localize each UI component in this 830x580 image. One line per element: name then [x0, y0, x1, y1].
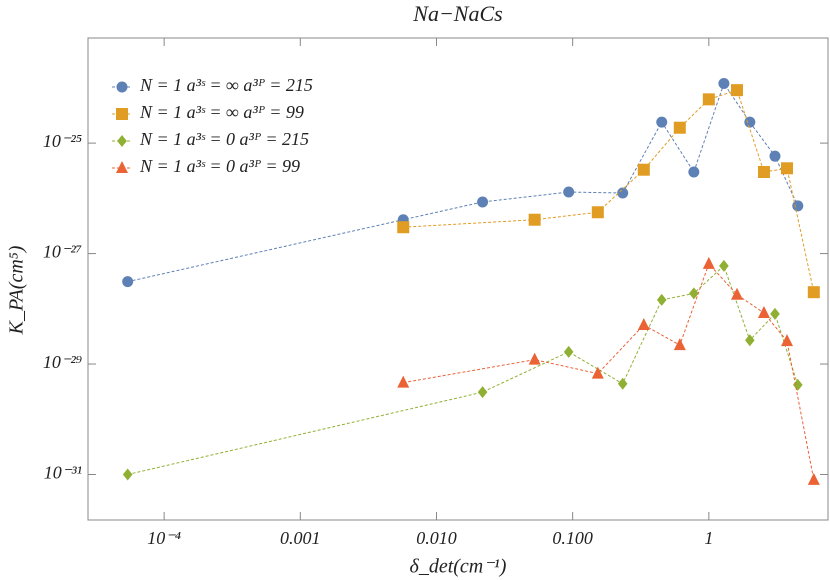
- x-tick-label: 0.001: [280, 528, 321, 548]
- marker: [617, 187, 629, 199]
- y-tick-label: 10⁻²⁹: [43, 352, 82, 372]
- marker: [591, 206, 604, 219]
- marker: [807, 286, 820, 299]
- marker: [122, 276, 134, 288]
- x-tick-label: 10⁻⁴: [147, 528, 181, 548]
- marker: [528, 213, 541, 226]
- legend-box: [104, 70, 372, 182]
- y-axis-label: K_PA(cm⁵): [6, 245, 28, 335]
- marker: [116, 108, 128, 120]
- marker: [781, 162, 794, 175]
- marker: [689, 287, 699, 300]
- legend-label: N = 1 a³ˢ = ∞ a³ᴾ = 99: [139, 102, 304, 122]
- marker: [116, 161, 128, 173]
- legend-label: N = 1 a³ˢ = ∞ a³ᴾ = 215: [139, 75, 313, 95]
- marker: [591, 366, 604, 379]
- marker: [792, 378, 803, 391]
- marker: [719, 259, 729, 272]
- marker: [745, 334, 755, 347]
- marker: [563, 345, 574, 358]
- legend-label: N = 1 a³ˢ = 0 a³ᴾ = 99: [139, 156, 300, 176]
- marker: [397, 221, 410, 234]
- marker: [807, 472, 820, 485]
- marker: [122, 468, 133, 481]
- marker: [673, 338, 686, 351]
- plot-frame: [87, 37, 829, 521]
- marker: [718, 78, 730, 90]
- marker: [792, 200, 804, 212]
- marker: [528, 352, 541, 365]
- marker: [656, 293, 667, 306]
- x-tick-label: 0.100: [552, 528, 593, 548]
- x-axis-label: δ_det(cm⁻¹): [410, 556, 507, 578]
- marker: [637, 317, 650, 330]
- marker: [617, 377, 628, 390]
- y-tick-label: 10⁻²⁷: [43, 242, 82, 262]
- marker: [731, 287, 744, 300]
- y-tick-label: 10⁻²⁵: [43, 131, 82, 151]
- marker: [477, 386, 488, 399]
- marker: [116, 81, 128, 93]
- marker: [702, 256, 715, 269]
- marker: [397, 375, 410, 388]
- marker: [744, 116, 756, 128]
- marker: [563, 186, 575, 198]
- marker: [656, 116, 668, 128]
- marker: [757, 305, 770, 318]
- marker: [477, 196, 489, 208]
- marker: [117, 135, 127, 147]
- series-line: [403, 262, 815, 480]
- legend-label: N = 1 a³ˢ = 0 a³ᴾ = 215: [139, 129, 309, 149]
- marker: [688, 166, 700, 178]
- x-tick-label: 0.010: [416, 528, 457, 548]
- marker: [702, 93, 715, 106]
- y-tick-label: 10⁻³¹: [44, 463, 82, 483]
- x-tick-label: 1: [704, 528, 713, 548]
- marker: [769, 150, 781, 162]
- marker: [781, 334, 794, 347]
- series-line: [403, 89, 815, 293]
- chart-title: Na−NaCs: [412, 1, 502, 26]
- series-line: [127, 264, 799, 475]
- marker: [731, 84, 744, 97]
- marker: [770, 307, 780, 320]
- marker: [637, 163, 650, 176]
- marker: [757, 165, 770, 178]
- marker: [673, 121, 686, 134]
